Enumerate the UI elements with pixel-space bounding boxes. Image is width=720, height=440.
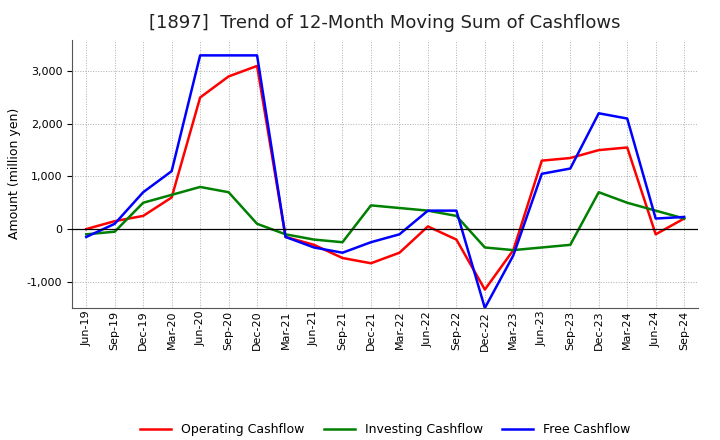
Operating Cashflow	[196, 95, 204, 100]
Free Cashflow	[680, 214, 688, 220]
Operating Cashflow	[167, 195, 176, 200]
Investing Cashflow	[167, 192, 176, 198]
Investing Cashflow	[139, 200, 148, 205]
Legend: Operating Cashflow, Investing Cashflow, Free Cashflow: Operating Cashflow, Investing Cashflow, …	[135, 418, 635, 440]
Investing Cashflow	[537, 245, 546, 250]
Investing Cashflow	[452, 213, 461, 219]
Free Cashflow	[338, 250, 347, 255]
Investing Cashflow	[310, 237, 318, 242]
Free Cashflow	[167, 169, 176, 174]
Free Cashflow	[537, 171, 546, 176]
Free Cashflow	[82, 235, 91, 240]
Operating Cashflow	[139, 213, 148, 219]
Investing Cashflow	[196, 184, 204, 190]
Operating Cashflow	[366, 260, 375, 266]
Investing Cashflow	[253, 221, 261, 227]
Investing Cashflow	[680, 216, 688, 221]
Free Cashflow	[509, 253, 518, 258]
Free Cashflow	[282, 235, 290, 240]
Free Cashflow	[110, 221, 119, 227]
Y-axis label: Amount (million yen): Amount (million yen)	[8, 108, 21, 239]
Free Cashflow	[566, 166, 575, 171]
Investing Cashflow	[366, 203, 375, 208]
Free Cashflow	[366, 239, 375, 245]
Free Cashflow	[480, 305, 489, 311]
Investing Cashflow	[82, 232, 91, 237]
Investing Cashflow	[652, 208, 660, 213]
Investing Cashflow	[595, 190, 603, 195]
Operating Cashflow	[537, 158, 546, 163]
Operating Cashflow	[253, 63, 261, 69]
Free Cashflow	[595, 110, 603, 116]
Investing Cashflow	[395, 205, 404, 211]
Line: Free Cashflow: Free Cashflow	[86, 55, 684, 308]
Investing Cashflow	[509, 247, 518, 253]
Free Cashflow	[395, 232, 404, 237]
Operating Cashflow	[82, 227, 91, 232]
Operating Cashflow	[282, 235, 290, 240]
Investing Cashflow	[225, 190, 233, 195]
Operating Cashflow	[595, 147, 603, 153]
Operating Cashflow	[423, 224, 432, 229]
Free Cashflow	[652, 216, 660, 221]
Investing Cashflow	[566, 242, 575, 247]
Operating Cashflow	[338, 255, 347, 260]
Operating Cashflow	[395, 250, 404, 255]
Free Cashflow	[225, 53, 233, 58]
Operating Cashflow	[110, 219, 119, 224]
Investing Cashflow	[338, 239, 347, 245]
Operating Cashflow	[652, 232, 660, 237]
Free Cashflow	[139, 190, 148, 195]
Operating Cashflow	[225, 74, 233, 79]
Investing Cashflow	[423, 208, 432, 213]
Investing Cashflow	[110, 229, 119, 235]
Operating Cashflow	[480, 287, 489, 292]
Operating Cashflow	[310, 242, 318, 247]
Free Cashflow	[196, 53, 204, 58]
Free Cashflow	[423, 208, 432, 213]
Operating Cashflow	[452, 237, 461, 242]
Free Cashflow	[310, 245, 318, 250]
Investing Cashflow	[480, 245, 489, 250]
Line: Investing Cashflow: Investing Cashflow	[86, 187, 684, 250]
Free Cashflow	[623, 116, 631, 121]
Operating Cashflow	[680, 216, 688, 221]
Operating Cashflow	[566, 155, 575, 161]
Investing Cashflow	[623, 200, 631, 205]
Free Cashflow	[253, 53, 261, 58]
Line: Operating Cashflow: Operating Cashflow	[86, 66, 684, 290]
Free Cashflow	[452, 208, 461, 213]
Operating Cashflow	[509, 247, 518, 253]
Title: [1897]  Trend of 12-Month Moving Sum of Cashflows: [1897] Trend of 12-Month Moving Sum of C…	[150, 15, 621, 33]
Operating Cashflow	[623, 145, 631, 150]
Investing Cashflow	[282, 232, 290, 237]
